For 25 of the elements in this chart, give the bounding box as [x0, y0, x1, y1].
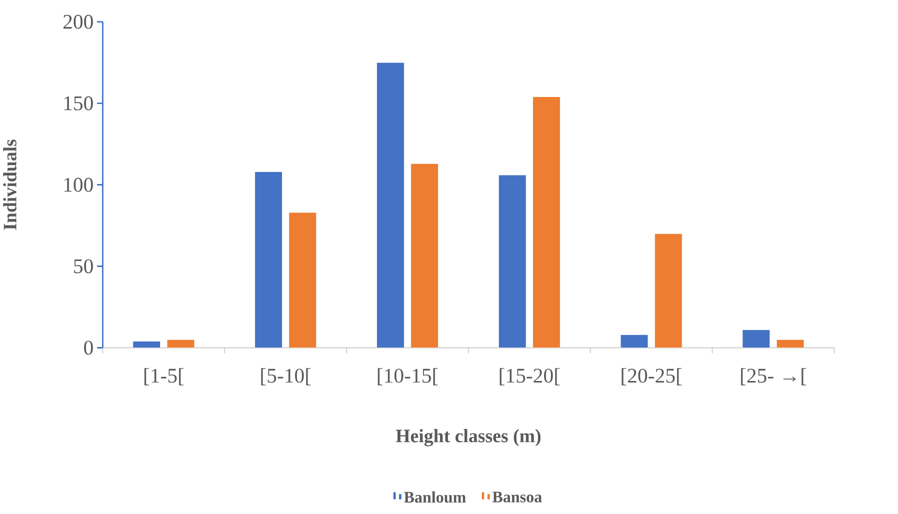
bar: [654, 234, 682, 348]
x-axis-title: Height classes (m): [396, 429, 541, 447]
x-tick-label: [20-25[: [622, 368, 682, 386]
y-tick-label: 50: [74, 259, 93, 274]
y-tick-label: 0: [84, 340, 93, 355]
y-tick-label: 200: [63, 15, 93, 30]
bar: [742, 330, 770, 348]
x-tick-label: [1-5[: [144, 368, 184, 386]
bar: [376, 62, 404, 348]
y-axis-title: Individuals: [3, 140, 16, 230]
bar: [498, 174, 526, 348]
bar: [288, 212, 317, 348]
bar: [254, 172, 283, 348]
x-tick-label: [15-20[: [500, 368, 560, 386]
x-tick-label: [5-10[: [261, 368, 311, 386]
bar: [132, 341, 160, 348]
y-tick-label: 100: [64, 178, 93, 192]
x-tick-label: [10-15[: [378, 368, 438, 386]
bar: [532, 96, 560, 348]
bar: [410, 164, 439, 348]
x-tick-label: [25- →[: [741, 368, 806, 386]
bar: [620, 334, 648, 348]
legend-label: Bansoa: [492, 492, 542, 503]
legend-label: Banloum: [404, 492, 466, 503]
y-tick-label: 150: [64, 96, 93, 111]
